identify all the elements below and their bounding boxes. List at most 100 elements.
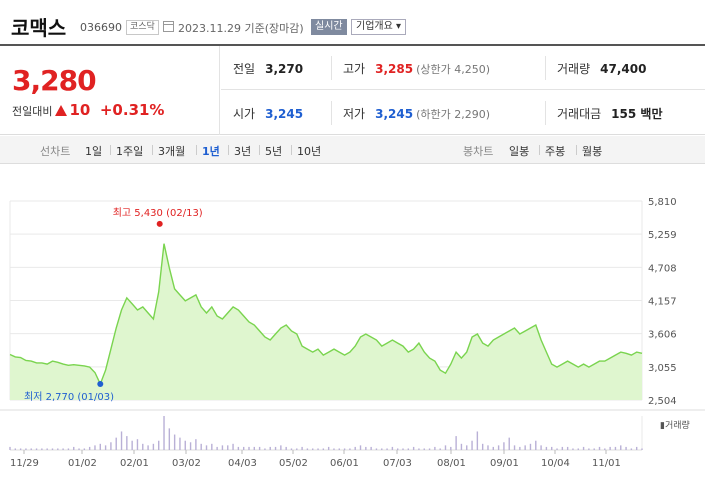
volume-bar	[242, 446, 245, 450]
volume-bar	[35, 448, 38, 450]
quote-cell: 거래대금 155 백만	[557, 105, 662, 122]
quote-value: 47,400	[600, 62, 647, 76]
volume-bar	[290, 448, 293, 450]
x-tick-label: 02/01	[120, 458, 149, 469]
volume-bar	[317, 448, 319, 450]
period-option[interactable]: 1일	[85, 145, 103, 158]
volume-bar	[604, 448, 606, 450]
period-option[interactable]: 3년	[234, 145, 252, 158]
stock-name: 코맥스	[11, 16, 67, 40]
low-marker	[97, 380, 104, 387]
up-triangle-icon	[55, 105, 68, 116]
quote-cell: 저가 3,245 (하한가 2,290)	[343, 105, 490, 122]
volume-bar	[593, 448, 595, 450]
volume-label: ▮거래량	[660, 419, 690, 431]
volume-bar	[381, 448, 383, 450]
volume-bar	[471, 440, 473, 450]
volume-bar	[78, 448, 80, 450]
volume-bar	[30, 448, 32, 450]
stock-header: 코맥스 036690 코스닥 2023.11.29 기준(장마감) 실시간 기업…	[0, 0, 705, 44]
realtime-button[interactable]: 실시간	[311, 19, 347, 35]
y-tick-label: 2,504	[648, 396, 677, 407]
volume-bar	[349, 448, 351, 450]
change-percent: +0.31%	[99, 101, 165, 119]
y-tick-label: 3,055	[648, 363, 677, 374]
volume-bar	[434, 446, 436, 450]
period-option[interactable]: 5년	[265, 145, 283, 158]
candle-option[interactable]: 월봉	[582, 145, 603, 158]
volume-bar	[9, 446, 11, 450]
volume-bar	[51, 448, 54, 450]
volume-bar	[577, 448, 579, 450]
price-line	[9, 243, 643, 386]
quote-cell: 고가 3,285 (상한가 4,250)	[343, 60, 490, 77]
volume-bar	[88, 446, 91, 450]
volume-bar	[232, 443, 234, 450]
volume-bar	[115, 437, 117, 450]
volume-bar	[497, 445, 500, 450]
volume-bar	[126, 436, 128, 450]
quote-cell: 전일 3,270	[233, 60, 303, 77]
volume-bar	[253, 446, 256, 450]
volume-bar	[620, 445, 622, 450]
volume-bar	[46, 448, 48, 450]
volume-bar	[152, 443, 155, 450]
volume-bar	[264, 448, 266, 450]
volume-bar	[19, 448, 22, 450]
volume-bar	[83, 448, 86, 450]
change-value: 10	[69, 101, 91, 119]
price-chart: 5,810 5,259 4,708 4,157 3,606 3,055 2,504 최고 5,…	[0, 197, 705, 469]
volume-bar	[487, 445, 489, 450]
quote-row: 전일 3,270 고가 3,285 (상한가 4,250) 거래량 47,400	[221, 46, 705, 90]
divider	[539, 145, 540, 155]
x-tick-label: 06/01	[330, 458, 359, 469]
period-bar: 선차트 1일 1주일 3개월 1년 3년 5년 10년 봉차트 일봉 주봉 월봉	[0, 136, 705, 164]
period-option[interactable]: 10년	[297, 145, 322, 158]
volume-bar	[147, 445, 149, 450]
divider	[259, 145, 260, 155]
company-overview-dropdown[interactable]: 기업개요 ▾	[351, 19, 406, 35]
market-badge: 코스닥	[126, 20, 159, 35]
period-option[interactable]: 3개월	[158, 145, 186, 158]
volume-bar	[391, 446, 394, 450]
divider	[228, 145, 229, 155]
quote-label: 전일	[233, 62, 256, 76]
y-tick-label: 3,606	[648, 330, 677, 341]
volume-bar	[184, 440, 186, 450]
volume-bar	[481, 443, 484, 450]
current-price-panel: 3,280 전일대비 10 +0.31%	[0, 46, 220, 135]
volume-bar	[343, 448, 346, 450]
divider	[545, 101, 546, 125]
volume-bar	[450, 446, 452, 450]
volume-bar	[312, 448, 314, 450]
quote-table: 전일 3,270 고가 3,285 (상한가 4,250) 거래량 47,400 시가 3,24…	[221, 46, 705, 135]
volume-bar	[163, 416, 165, 450]
volume-bar	[365, 446, 367, 450]
volume-bar	[375, 448, 378, 450]
period-option[interactable]: 1년	[202, 145, 220, 158]
volume-bar	[423, 448, 425, 450]
y-tick-label: 4,157	[648, 297, 677, 308]
quote-date: 2023.11.29 기준(장마감)	[178, 22, 304, 35]
volume-bar	[354, 446, 356, 450]
volume-bar	[67, 448, 70, 450]
candle-option[interactable]: 일봉	[509, 145, 530, 158]
quote-label: 고가	[343, 62, 366, 76]
quote-cell: 거래량 47,400	[557, 60, 646, 77]
stock-code: 036690	[80, 21, 122, 34]
period-option[interactable]: 1주일	[116, 145, 144, 158]
x-tick-label: 03/02	[172, 458, 201, 469]
volume-bar	[237, 446, 240, 450]
volume-bar	[248, 446, 250, 450]
volume-bar	[614, 446, 617, 450]
volume-bar	[168, 428, 171, 450]
volume-bar	[227, 445, 229, 450]
volume-bar	[635, 446, 638, 450]
volume-bar	[519, 446, 521, 450]
volume-bar	[99, 443, 101, 450]
x-tick-label: 08/01	[437, 458, 466, 469]
quote-value: 3,245	[375, 107, 414, 121]
current-price: 3,280	[12, 64, 97, 97]
divider	[576, 145, 577, 155]
candle-option[interactable]: 주봉	[545, 145, 566, 158]
